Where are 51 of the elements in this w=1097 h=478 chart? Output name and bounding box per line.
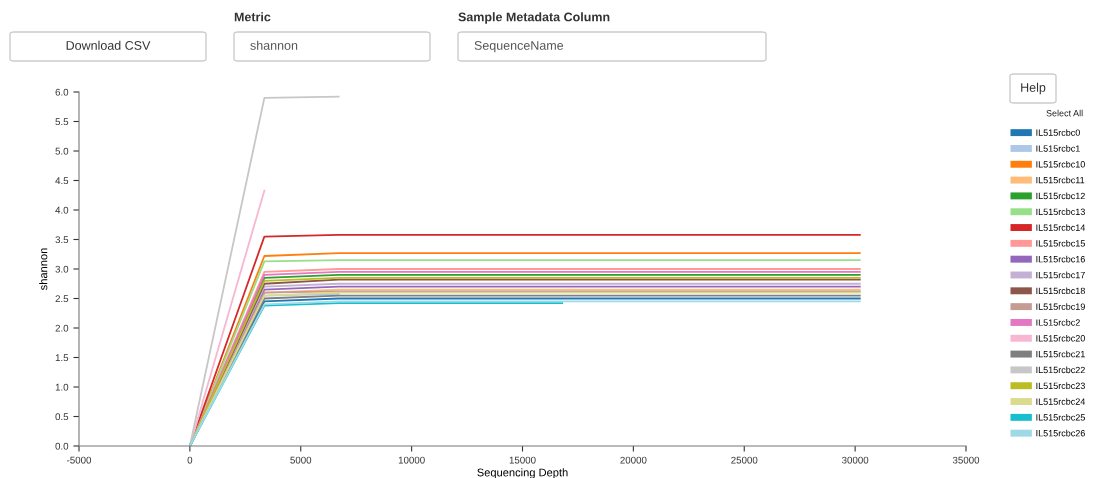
legend-label: IL515rcbc13 xyxy=(1036,208,1085,215)
text: SequenceName xyxy=(474,41,564,53)
y-axis-title: shannon xyxy=(39,248,48,291)
y-tick-label: 5.0 xyxy=(55,147,69,155)
y-tick-label: 4.0 xyxy=(55,206,69,214)
legend-label: IL515rcbc19 xyxy=(1036,303,1085,310)
y-tick-label: 2.5 xyxy=(55,295,69,303)
legend-label: IL515rcbc2 xyxy=(1036,319,1080,326)
x-tick-label: 20000 xyxy=(620,456,647,464)
text: shannon xyxy=(250,40,298,50)
x-tick-label: 25000 xyxy=(731,456,758,464)
text: Sample Metadata Column xyxy=(458,12,610,24)
y-tick-label: 1.0 xyxy=(55,383,69,391)
legend-label: IL515rcbc24 xyxy=(1036,398,1086,405)
y-tick-label: 4.5 xyxy=(55,177,69,185)
text: Help xyxy=(1021,82,1046,95)
x-tick-label: 15000 xyxy=(509,456,536,464)
legend-label: IL515rcbc0 xyxy=(1036,129,1080,136)
text: Metric xyxy=(234,12,271,22)
x-tick-label: 35000 xyxy=(952,456,980,464)
x-tick-label: -5000 xyxy=(67,456,92,464)
x-tick-label: 10000 xyxy=(398,456,425,464)
legend-label: IL515rcbc15 xyxy=(1036,239,1085,247)
legend-label: IL515rcbc12 xyxy=(1036,192,1085,200)
legend-label: IL515rcbc1 xyxy=(1036,145,1080,152)
legend-label: IL515rcbc25 xyxy=(1036,413,1085,421)
y-tick-label: 3.5 xyxy=(55,236,69,244)
legend-label: IL515rcbc16 xyxy=(1036,255,1085,263)
y-tick-label: 2.0 xyxy=(55,324,69,332)
legend-label: IL515rcbc22 xyxy=(1036,366,1085,374)
legend-label: IL515rcbc14 xyxy=(1036,224,1086,231)
x-tick-label: 0 xyxy=(187,456,193,464)
legend-label: IL515rcbc23 xyxy=(1036,382,1085,389)
legend-label: IL515rcbc21 xyxy=(1036,350,1085,358)
y-tick-label: 5.5 xyxy=(55,118,69,126)
y-tick-label: 6.0 xyxy=(55,88,69,96)
y-tick-label: 3.0 xyxy=(55,265,69,273)
legend-label: IL515rcbc17 xyxy=(1036,271,1085,279)
y-tick-label: 0.5 xyxy=(55,413,69,421)
text: Select All xyxy=(1046,109,1083,117)
legend-label: IL515rcbc11 xyxy=(1036,176,1085,184)
x-axis-title: Sequencing Depth xyxy=(477,468,568,478)
text: Download CSV xyxy=(66,40,151,50)
legend-label: IL515rcbc26 xyxy=(1036,429,1085,437)
y-tick-label: 0.0 xyxy=(55,442,69,450)
legend-label: IL515rcbc10 xyxy=(1036,160,1085,168)
legend-label: IL515rcbc18 xyxy=(1036,287,1085,295)
y-tick-label: 1.5 xyxy=(55,354,69,362)
x-tick-label: 5000 xyxy=(290,456,312,464)
legend-label: IL515rcbc20 xyxy=(1036,334,1085,342)
x-tick-label: 30000 xyxy=(841,456,869,464)
